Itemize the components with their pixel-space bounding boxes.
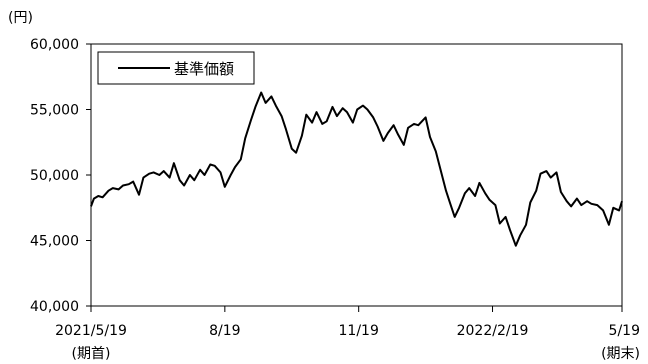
x-tick-label: 11/19 <box>339 323 379 339</box>
y-tick-label: 45,000 <box>30 234 79 250</box>
y-tick-label: 50,000 <box>30 168 79 184</box>
x-tick-label: 8/19 <box>209 323 240 339</box>
y-axis: 40,000 45,000 50,000 55,000 60,000 <box>30 37 91 315</box>
y-tick-label: 55,000 <box>30 103 79 119</box>
series-line-nav <box>90 91 623 247</box>
plot-frame <box>90 43 623 307</box>
legend: 基準価額 <box>97 51 255 85</box>
x-tick-label: 2021/5/19 <box>55 323 127 339</box>
x-tick-sublabel: (期末) <box>601 346 640 362</box>
y-tick-label: 60,000 <box>30 37 79 53</box>
x-axis: 2021/5/19 (期首) 8/19 11/19 2022/2/19 5/19 (期末) <box>55 306 640 362</box>
y-tick-label: 40,000 <box>30 299 79 315</box>
x-tick-label: 5/19 <box>609 323 640 339</box>
x-tick-sublabel: (期首) <box>72 346 111 362</box>
x-tick-label: 2022/2/19 <box>457 323 529 339</box>
legend-label: 基準価額 <box>174 60 234 78</box>
y-axis-unit: (円) <box>8 10 33 26</box>
